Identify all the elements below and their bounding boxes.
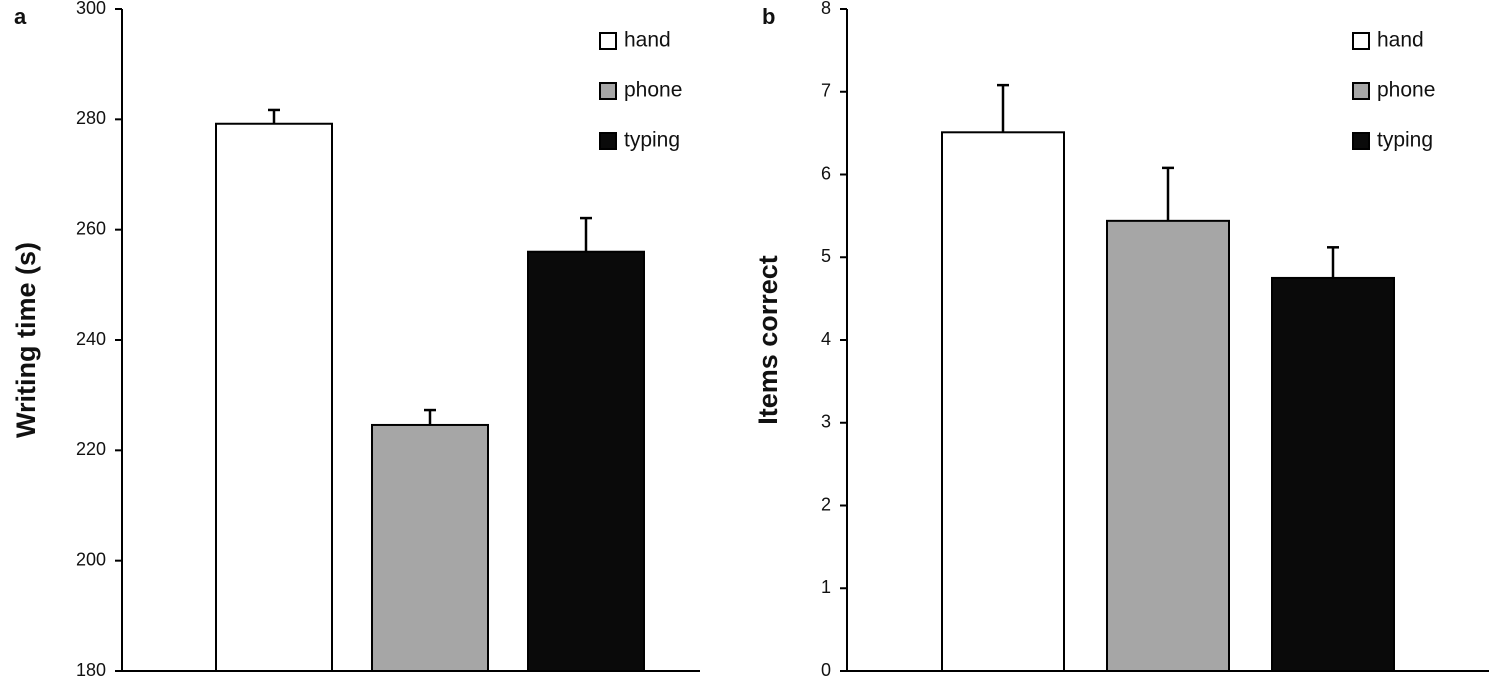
y-tick-label: 0 xyxy=(821,660,831,680)
legend-swatch xyxy=(1352,82,1370,100)
y-tick-label: 260 xyxy=(76,218,106,238)
y-tick-label: 4 xyxy=(821,329,831,349)
legend-label: hand xyxy=(624,29,671,52)
legend-label: hand xyxy=(1377,29,1424,52)
legend-label: typing xyxy=(1377,129,1433,152)
legend-swatch xyxy=(1352,132,1370,150)
y-tick-label: 280 xyxy=(76,108,106,128)
y-tick-label: 3 xyxy=(821,412,831,432)
legend-swatch xyxy=(599,82,617,100)
y-tick-label: 220 xyxy=(76,439,106,459)
legend-swatch xyxy=(1352,32,1370,50)
y-tick-label: 7 xyxy=(821,81,831,101)
bar xyxy=(1271,276,1395,672)
y-tick-label: 8 xyxy=(821,0,831,18)
legend-label: typing xyxy=(624,129,680,152)
legend-swatch xyxy=(599,32,617,50)
bar xyxy=(941,131,1065,673)
y-tick-label: 200 xyxy=(76,549,106,569)
bar xyxy=(1106,219,1230,672)
y-tick-label: 5 xyxy=(821,246,831,266)
y-axis-label: Writing time (s) xyxy=(11,242,41,438)
y-axis-label: Items correct xyxy=(753,255,783,425)
bar xyxy=(527,250,645,672)
y-tick-label: 300 xyxy=(76,0,106,18)
y-tick-label: 180 xyxy=(76,660,106,680)
bar xyxy=(371,423,489,672)
panel-label: a xyxy=(14,4,27,29)
y-tick-label: 2 xyxy=(821,494,831,514)
y-tick-label: 1 xyxy=(821,577,831,597)
legend-swatch xyxy=(599,132,617,150)
y-tick-label: 240 xyxy=(76,329,106,349)
legend-label: phone xyxy=(1377,79,1435,102)
y-tick-label: 6 xyxy=(821,163,831,183)
legend-label: phone xyxy=(624,79,682,102)
bar xyxy=(215,122,333,673)
panel-label: b xyxy=(762,4,775,29)
